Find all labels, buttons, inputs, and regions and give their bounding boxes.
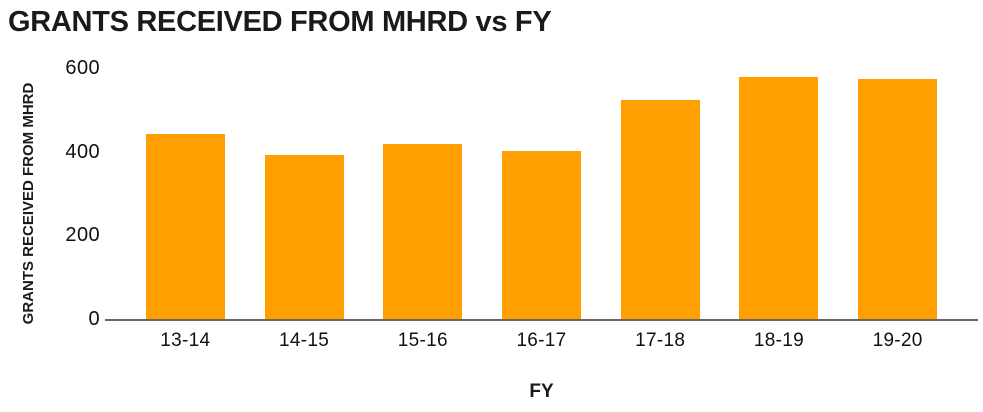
x-tick-label: 19-20 (872, 330, 923, 351)
x-tick-label: 17-18 (635, 330, 686, 351)
x-axis-line (105, 319, 978, 321)
y-tick-label: 200 (65, 224, 100, 247)
bar-18-19 (739, 77, 819, 320)
bar-19-20 (858, 79, 938, 320)
x-tick-label: 13-14 (160, 330, 211, 351)
x-tick-label: 14-15 (279, 330, 330, 351)
bar-17-18 (620, 100, 700, 320)
bar-16-17 (502, 150, 581, 320)
bar-13-14 (145, 133, 225, 320)
y-tick-label: 400 (65, 140, 100, 163)
bar-15-16 (383, 144, 463, 320)
chart-title: GRANTS RECEIVED FROM MHRD vs FY (8, 6, 552, 38)
bar-14-15 (264, 154, 344, 320)
y-tick-label: 600 (65, 57, 100, 79)
y-tick-label: 0 (88, 308, 100, 330)
x-tick-label: 16-17 (516, 330, 567, 351)
x-tick-label: 18-19 (753, 330, 804, 351)
x-axis-title: FY (529, 381, 554, 402)
x-tick-label: 15-16 (397, 330, 448, 351)
